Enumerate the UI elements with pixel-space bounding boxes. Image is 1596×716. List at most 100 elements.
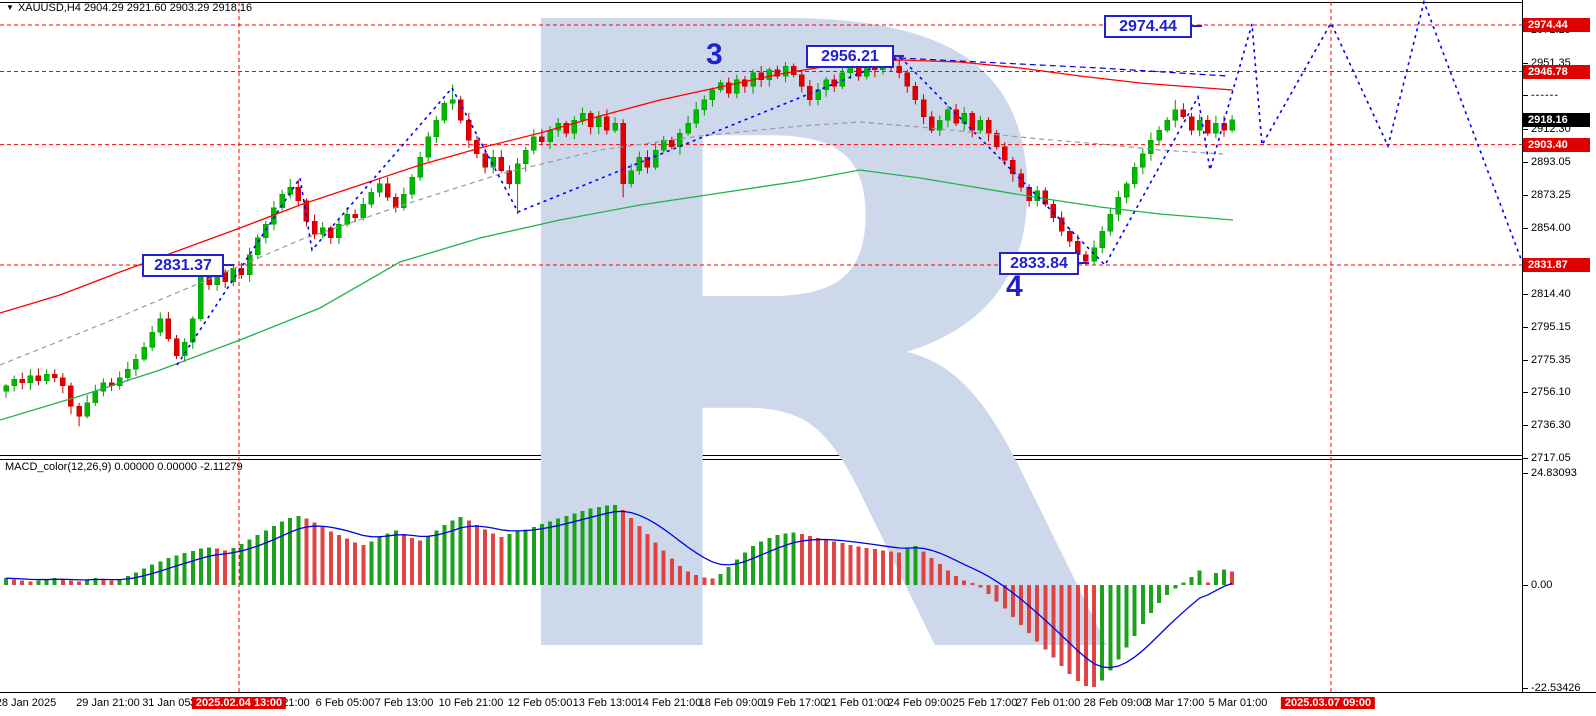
candle-bull bbox=[1107, 214, 1114, 232]
time-tick-label: 25 Feb 17:00 bbox=[952, 697, 1018, 709]
macd-bar-down bbox=[710, 578, 715, 585]
candle-bear bbox=[506, 170, 513, 185]
candle-bear bbox=[35, 375, 42, 382]
chart-title-text: XAUUSD,H4 2904.29 2921.60 2903.29 2918.1… bbox=[17, 2, 253, 14]
price-scale[interactable]: 2971.152951.35------2912.302893.052873.2… bbox=[1522, 0, 1596, 694]
candle-bear bbox=[466, 119, 472, 141]
macd-bar-up bbox=[1181, 582, 1186, 585]
price-tick-2854.00: 2854.00 bbox=[1523, 222, 1571, 234]
chevron-down-icon[interactable]: ▼ bbox=[6, 3, 14, 12]
candle-bull bbox=[490, 156, 496, 168]
ma-red bbox=[0, 59, 1234, 314]
time-tick-label: 31 Jan 05:00 bbox=[142, 697, 206, 709]
macd-bar-up bbox=[531, 526, 536, 585]
macd-bar-up bbox=[369, 541, 374, 585]
candle-bull bbox=[360, 203, 367, 218]
macd-bar-down bbox=[466, 520, 471, 585]
candle-bear bbox=[76, 405, 82, 417]
time-tick-label: 7 Feb 13:00 bbox=[374, 697, 434, 709]
macd-bar-down bbox=[328, 531, 333, 585]
macd-bar-down bbox=[109, 580, 114, 585]
annotation-box-2833.84[interactable]: 2833.84 bbox=[999, 252, 1089, 275]
candle-bull bbox=[693, 109, 699, 124]
macd-bar-down bbox=[336, 535, 341, 585]
annotation-connector bbox=[894, 55, 904, 57]
macd-bar-down bbox=[410, 537, 414, 585]
macd-tick--22.53426: -22.53426 bbox=[1523, 682, 1581, 694]
macd-bar-down bbox=[101, 579, 106, 585]
time-tick-label: 5 Mar 01:00 bbox=[1208, 697, 1268, 709]
candle-bull bbox=[449, 99, 456, 104]
pane-separator-1[interactable] bbox=[0, 455, 1596, 456]
candle-bear bbox=[457, 99, 464, 121]
candle-bear bbox=[1188, 116, 1195, 131]
price-tick-2775.35: 2775.35 bbox=[1523, 354, 1571, 366]
macd-bar-up bbox=[523, 529, 528, 585]
annotation-connector bbox=[224, 264, 234, 266]
macd-bar-down bbox=[897, 552, 902, 585]
macd-bar-up bbox=[52, 578, 57, 585]
candle-bull bbox=[734, 79, 740, 94]
macd-bar-up bbox=[759, 541, 764, 585]
candle-bull bbox=[782, 65, 789, 77]
candle-bull bbox=[401, 193, 407, 208]
price-tick-2873.25: 2873.25 bbox=[1523, 189, 1571, 201]
candle-bear bbox=[19, 379, 25, 383]
candle-bear bbox=[1002, 146, 1008, 161]
candle-bear bbox=[774, 69, 781, 77]
candle-bear bbox=[1018, 173, 1024, 188]
macd-bar-down bbox=[28, 581, 33, 585]
candle-bull bbox=[685, 123, 691, 134]
macd-bar-up bbox=[1222, 569, 1226, 585]
candle-bull bbox=[344, 214, 350, 225]
price-tick-2717.05: 2717.05 bbox=[1523, 452, 1571, 464]
macd-bar-down bbox=[864, 547, 869, 585]
annotation-connector bbox=[1079, 262, 1089, 264]
macd-bar-down bbox=[669, 558, 674, 585]
wave-number-4[interactable]: 4 bbox=[1006, 270, 1023, 303]
candle-bear bbox=[904, 72, 911, 87]
wave-number-3[interactable]: 3 bbox=[706, 38, 723, 71]
macd-bar-down bbox=[840, 543, 845, 585]
candle-bull bbox=[1115, 197, 1122, 215]
time-tick-label: 28 Jan 2025 bbox=[0, 697, 57, 709]
annotation-box-2974.44[interactable]: 2974.44 bbox=[1104, 15, 1202, 38]
macd-bar-down bbox=[929, 557, 934, 585]
candle-bull bbox=[230, 267, 237, 282]
macd-bar-down bbox=[645, 534, 650, 585]
macd-bar-up bbox=[255, 535, 260, 585]
candle-bear bbox=[1083, 254, 1089, 262]
annotation-box-2831.37[interactable]: 2831.37 bbox=[142, 254, 234, 277]
candle-bear bbox=[60, 377, 66, 387]
time-tick-label: 12 Feb 05:00 bbox=[507, 697, 573, 709]
candle-bull bbox=[157, 318, 164, 333]
macd-bar-up bbox=[548, 521, 553, 585]
macd-bar-up bbox=[742, 552, 747, 585]
candle-bull bbox=[11, 379, 17, 387]
macd-bar-down bbox=[1051, 585, 1056, 658]
current-price-label: 2918.16 bbox=[1523, 112, 1590, 127]
macd-bar-down bbox=[1205, 582, 1210, 585]
pane-separator-2[interactable] bbox=[0, 459, 1596, 460]
tick-mark bbox=[1523, 293, 1528, 295]
macd-bar-up bbox=[288, 517, 293, 585]
candle-bull bbox=[652, 150, 659, 168]
macd-bar-down bbox=[320, 526, 325, 585]
macd-bar-up bbox=[174, 555, 179, 585]
macd-bar-down bbox=[1059, 585, 1064, 666]
candle-bear bbox=[51, 373, 58, 378]
macd-bar-up bbox=[726, 566, 731, 585]
macd-bar-up bbox=[93, 578, 98, 585]
candle-bull bbox=[977, 119, 984, 131]
macd-bar-down bbox=[880, 550, 885, 585]
candle-bull bbox=[571, 119, 578, 134]
annotation-box-2956.21[interactable]: 2956.21 bbox=[806, 45, 904, 68]
candle-bull bbox=[336, 224, 342, 239]
macd-bar-down bbox=[653, 542, 658, 585]
candle-bear bbox=[1205, 119, 1211, 134]
macd-bar-down bbox=[921, 551, 926, 585]
macd-bar-up bbox=[1116, 585, 1121, 660]
candle-bull bbox=[198, 271, 204, 319]
